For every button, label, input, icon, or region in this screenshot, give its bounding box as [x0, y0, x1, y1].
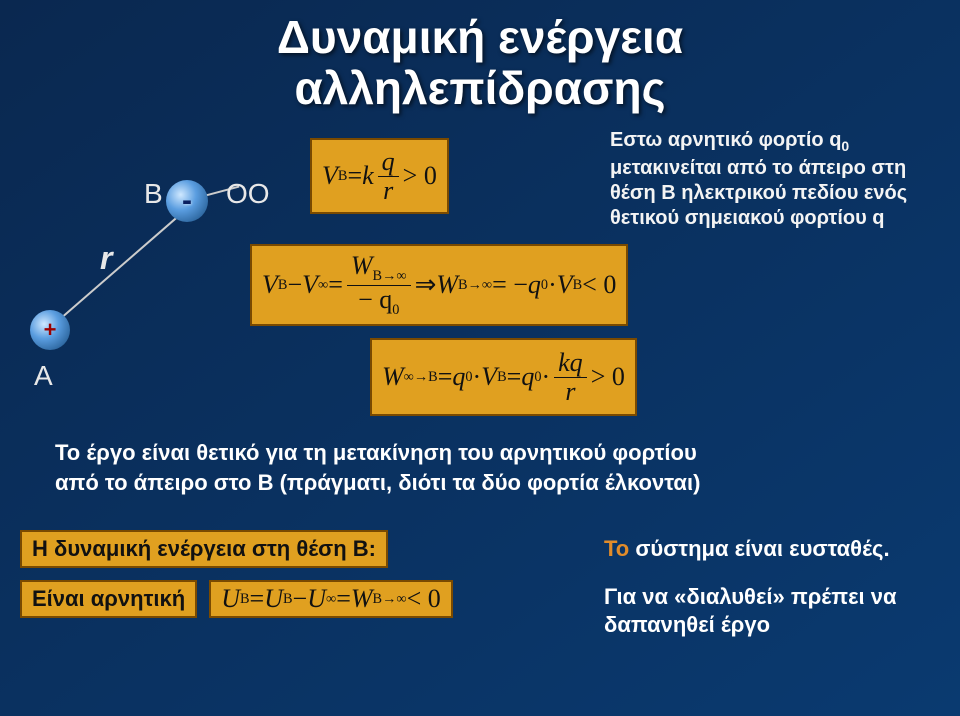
eq1-tail: > 0	[403, 161, 437, 191]
eq2-V3s: B	[573, 277, 583, 294]
label-OO: OO	[226, 178, 270, 210]
eq2-W2: W	[436, 270, 458, 300]
eq3-V: V	[481, 362, 497, 392]
eq4-W: W	[351, 584, 373, 614]
eq3-W: W	[382, 362, 404, 392]
eq2-W: W	[351, 251, 373, 280]
eq3-q02: q	[521, 362, 534, 392]
eq1-frac: q r	[378, 148, 399, 204]
eq3-den: r	[561, 378, 579, 405]
eq4-tail: < 0	[407, 584, 441, 614]
eq2-V3: V	[557, 270, 573, 300]
eq3-q02s: 0	[534, 369, 541, 386]
eq3-q0s: 0	[465, 369, 472, 386]
eq1-eq: =	[347, 161, 362, 191]
title-line2: αλληλεπίδρασης	[294, 62, 665, 114]
eq2-eq: =	[328, 270, 343, 300]
eq3-Ws: ∞→B	[404, 369, 438, 386]
eq3-dot2: ·	[541, 362, 550, 392]
body-line2: από το άπειρο στο Β (πράγματι, διότι τα …	[55, 470, 700, 496]
slide-title: Δυναμική ενέργεια αλληλεπίδρασης	[0, 0, 960, 113]
eq2-tail: < 0	[582, 270, 616, 300]
eq2-Wsub: B→∞	[373, 269, 407, 285]
ctx-l2: μετακινείται από το άπειρο στη	[610, 157, 906, 179]
label-A: A	[34, 360, 53, 392]
body-line1: Το έργο είναι θετικό για τη μετακίνηση τ…	[55, 440, 697, 466]
eq2-den: − q0	[354, 286, 403, 318]
eq2-mq: − q	[358, 285, 392, 314]
eq4-Us: B	[240, 591, 250, 608]
eq1-V: V	[322, 161, 338, 191]
eq2-frac: WB→∞ − q0	[347, 252, 411, 317]
eq3-frac: kq r	[554, 349, 587, 405]
minus-sign: -	[182, 184, 192, 218]
eq3-q0: q	[452, 362, 465, 392]
eq4-U3: U	[307, 584, 326, 614]
eq3-tail: > 0	[591, 362, 625, 392]
ctx-l3: θέση Β ηλεκτρικού πεδίου ενός	[610, 182, 907, 204]
line-r	[51, 210, 184, 326]
negative-charge: -	[166, 180, 208, 222]
note-negative: Είναι αρνητική	[20, 580, 197, 618]
eq4-U: U	[221, 584, 240, 614]
eq3-eq: =	[438, 362, 453, 392]
eq4-eq2: =	[336, 584, 351, 614]
eq1-k: k	[362, 161, 374, 191]
note2-row: Είναι αρνητική UB = UB − U∞ = WB→∞ < 0	[20, 580, 453, 618]
eq3-Vs: B	[497, 369, 507, 386]
eq4-U3s: ∞	[326, 591, 336, 608]
equation-ub: UB = UB − U∞ = WB→∞ < 0	[209, 580, 453, 618]
eq2-W2s: B→∞	[458, 277, 492, 294]
eq2-mqs: 0	[392, 302, 399, 318]
eq1-num: q	[378, 148, 399, 176]
eq2-V1s: B	[278, 277, 288, 294]
positive-charge: +	[30, 310, 70, 350]
eq3-dot: ·	[473, 362, 482, 392]
eq2-q0: q	[528, 270, 541, 300]
equation-vb: VB = k q r > 0	[310, 138, 449, 214]
eq2-eq2: = −	[492, 270, 528, 300]
eq4-U2: U	[264, 584, 283, 614]
eq2-dot: ·	[548, 270, 557, 300]
eq2-V2: V	[302, 270, 318, 300]
charge-diagram: + - A B OO r	[20, 180, 240, 380]
eq4-eq: =	[250, 584, 265, 614]
ctx-l1: Εστω αρνητικό φορτίο q	[610, 129, 841, 151]
eq2-num: WB→∞	[347, 252, 411, 285]
eq2-impl: ⇒	[415, 270, 437, 300]
eq2-V2s: ∞	[318, 277, 328, 294]
title-line1: Δυναμική ενέργεια	[277, 11, 683, 63]
eq1-den: r	[379, 177, 397, 204]
eq2-min: −	[287, 270, 302, 300]
context-text: Εστω αρνητικό φορτίο q0 μετακινείται από…	[610, 128, 940, 231]
equation-vb-vinf: VB − V∞ = WB→∞ − q0 ⇒ WB→∞ = − q0 · VB <…	[250, 244, 628, 326]
eq3-eq2: =	[507, 362, 522, 392]
ctx-l4: θετικού σημειακού φορτίου q	[610, 207, 885, 229]
eq2-q0s: 0	[541, 277, 548, 294]
remark-stable: Το σύστημα είναι ευσταθές.	[604, 536, 890, 562]
eq4-min: −	[293, 584, 308, 614]
eq1-Vsub: B	[338, 168, 348, 185]
equation-w-inf-b: W∞→B = q0 · VB = q0 · kq r > 0	[370, 338, 637, 416]
label-B: B	[144, 178, 163, 210]
eq4-Ws: B→∞	[373, 591, 407, 608]
label-r: r	[100, 240, 112, 277]
eq4-U2s: B	[283, 591, 293, 608]
remark-dissolve-1: Για να «διαλυθεί» πρέπει να	[604, 584, 897, 610]
eq3-num: kq	[554, 349, 587, 377]
remark-dissolve-2: δαπανηθεί έργο	[604, 612, 770, 638]
note-energy-at-b: Η δυναμική ενέργεια στη θέση Β:	[20, 530, 388, 568]
plus-sign: +	[44, 317, 57, 343]
eq2-V1: V	[262, 270, 278, 300]
ctx-l1sub: 0	[841, 138, 849, 154]
